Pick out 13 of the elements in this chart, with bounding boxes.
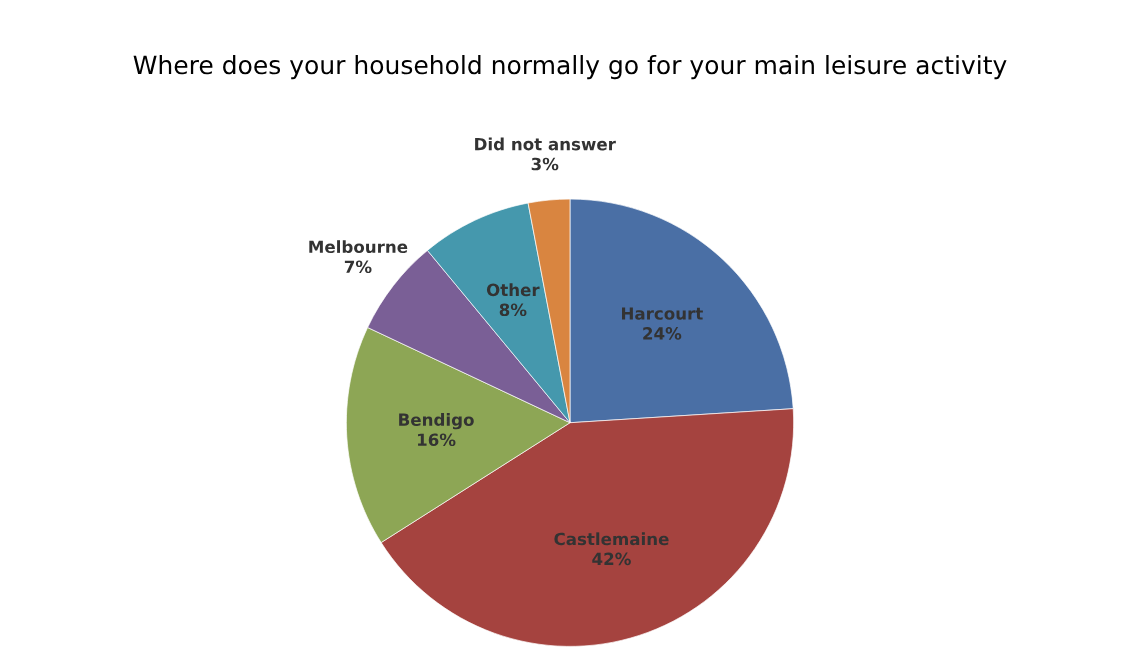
data-label: 7%	[344, 260, 372, 274]
data-label: 16%	[418, 433, 456, 447]
slice-label: Castlemaine	[554, 532, 669, 546]
slice-label: Melbourne	[309, 240, 408, 254]
data-label: 24%	[643, 327, 682, 340]
slice-label: Harcourt	[622, 307, 703, 320]
data-label: 3%	[531, 157, 559, 171]
data-label: 8%	[499, 303, 527, 317]
slice-label: Bendigo	[399, 413, 474, 430]
data-label: 42%	[592, 552, 631, 566]
slice-label: Did not answer	[475, 137, 616, 151]
chart-title: Where does your household normally go for your main leisure activity	[133, 55, 1007, 80]
slice-label: Other	[486, 283, 540, 297]
